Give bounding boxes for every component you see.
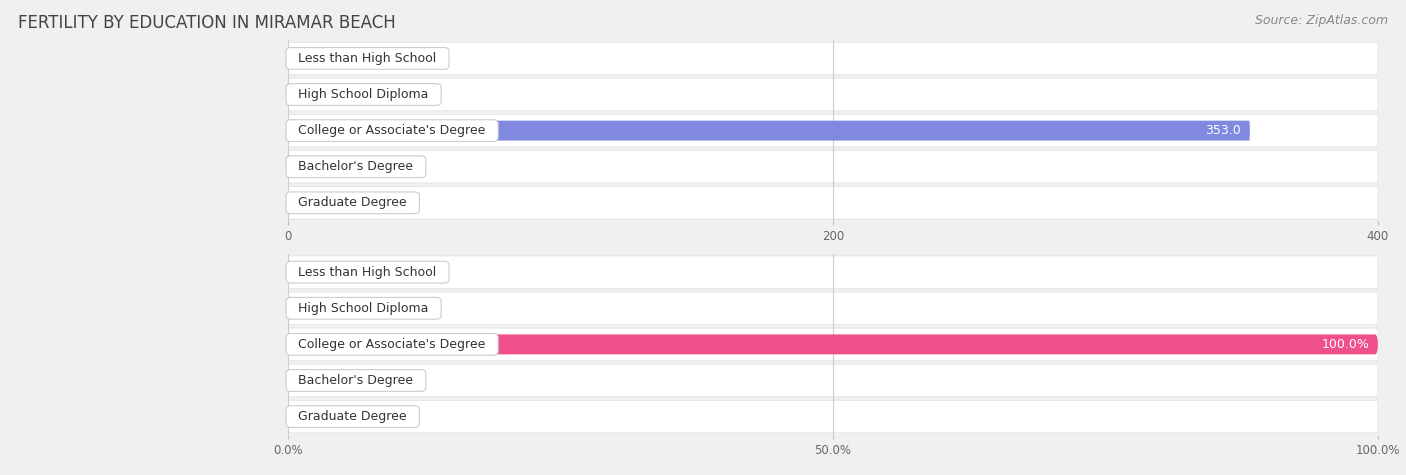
Text: 353.0: 353.0 <box>1205 124 1241 137</box>
Text: High School Diploma: High School Diploma <box>291 88 437 101</box>
Text: 0.0%: 0.0% <box>301 302 333 315</box>
Text: FERTILITY BY EDUCATION IN MIRAMAR BEACH: FERTILITY BY EDUCATION IN MIRAMAR BEACH <box>18 14 396 32</box>
FancyBboxPatch shape <box>288 364 1378 397</box>
Text: Bachelor's Degree: Bachelor's Degree <box>291 374 422 387</box>
FancyBboxPatch shape <box>288 292 1378 324</box>
FancyBboxPatch shape <box>288 187 1378 219</box>
Text: College or Associate's Degree: College or Associate's Degree <box>291 338 494 351</box>
Text: 0.0%: 0.0% <box>301 374 333 387</box>
FancyBboxPatch shape <box>288 121 1250 141</box>
FancyBboxPatch shape <box>288 400 1378 433</box>
FancyBboxPatch shape <box>288 407 294 427</box>
Text: College or Associate's Degree: College or Associate's Degree <box>291 124 494 137</box>
FancyBboxPatch shape <box>288 193 290 213</box>
FancyBboxPatch shape <box>288 78 1378 111</box>
FancyBboxPatch shape <box>288 256 1378 288</box>
FancyBboxPatch shape <box>288 151 1378 183</box>
Text: 0.0%: 0.0% <box>301 266 333 279</box>
Text: High School Diploma: High School Diploma <box>291 302 437 315</box>
FancyBboxPatch shape <box>288 262 294 282</box>
Text: Graduate Degree: Graduate Degree <box>291 410 415 423</box>
FancyBboxPatch shape <box>288 42 1378 75</box>
FancyBboxPatch shape <box>288 334 1378 354</box>
Text: 0.0: 0.0 <box>301 52 322 65</box>
FancyBboxPatch shape <box>288 157 290 177</box>
Text: 0.0: 0.0 <box>301 196 322 209</box>
Text: 0.0: 0.0 <box>301 160 322 173</box>
FancyBboxPatch shape <box>288 114 1378 147</box>
Text: Source: ZipAtlas.com: Source: ZipAtlas.com <box>1254 14 1388 27</box>
Text: 0.0: 0.0 <box>301 88 322 101</box>
Text: 0.0%: 0.0% <box>301 410 333 423</box>
FancyBboxPatch shape <box>288 48 290 68</box>
FancyBboxPatch shape <box>288 85 290 104</box>
FancyBboxPatch shape <box>288 370 294 390</box>
Text: Bachelor's Degree: Bachelor's Degree <box>291 160 422 173</box>
FancyBboxPatch shape <box>288 328 1378 361</box>
Text: Less than High School: Less than High School <box>291 52 444 65</box>
FancyBboxPatch shape <box>288 298 294 318</box>
Text: 100.0%: 100.0% <box>1322 338 1369 351</box>
Text: Less than High School: Less than High School <box>291 266 444 279</box>
Text: Graduate Degree: Graduate Degree <box>291 196 415 209</box>
